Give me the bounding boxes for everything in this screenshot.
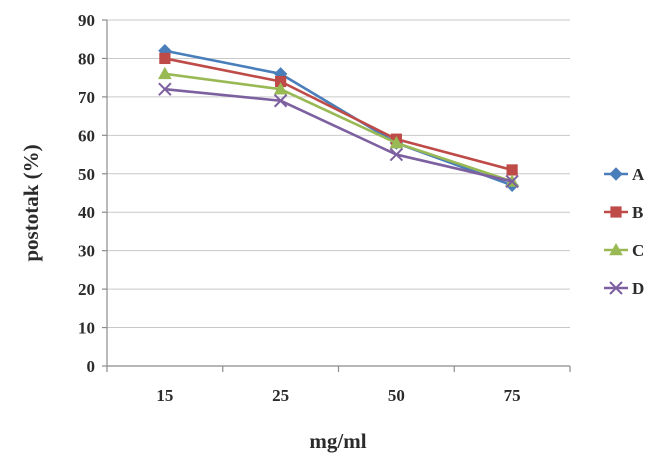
series-line-b (164, 57, 513, 172)
y-tick-label: 40 (78, 203, 95, 222)
y-tick-label: 50 (78, 165, 95, 184)
data-point-d-stroke (158, 82, 172, 96)
data-point-c (273, 82, 288, 95)
y-axis-title: postotak (%) (19, 144, 43, 261)
data-point-d-stroke (505, 174, 519, 189)
data-point-b (506, 164, 518, 176)
legend-marker (609, 167, 623, 181)
legend-label: C (632, 241, 644, 260)
y-tick-label: 20 (78, 280, 95, 299)
legend-entry-b: B (604, 203, 643, 222)
legend-marker (609, 281, 623, 295)
x-tick-label: 15 (156, 386, 173, 405)
y-tick-label: 70 (78, 88, 95, 107)
data-point-c (158, 66, 172, 80)
data-point-d (505, 174, 519, 189)
data-point-c (389, 135, 404, 149)
series-line-d (164, 87, 513, 183)
data-point-b (159, 52, 171, 65)
legend-label: A (632, 165, 645, 184)
series-lines (158, 44, 519, 193)
y-tick-label: 90 (78, 11, 95, 30)
legend-entry-a: A (604, 165, 645, 184)
legend-entry-c: C (604, 241, 644, 260)
legend-marker (609, 242, 623, 256)
x-tick-label: 50 (388, 386, 405, 405)
x-tick-label: 25 (272, 386, 289, 405)
legend-entry-d: D (604, 279, 644, 298)
y-tick-label: 30 (78, 242, 95, 261)
data-point-d-stroke (389, 147, 404, 162)
y-tick-label: 60 (78, 126, 95, 145)
legend-label: B (632, 203, 643, 222)
axes: 0 10 20 30 40 50 60 70 80 90 15 25 50 75 (78, 11, 571, 405)
data-point-d (389, 147, 404, 162)
x-axis-title: mg/ml (309, 429, 366, 453)
y-tick-label: 10 (78, 319, 95, 338)
series-line-c (164, 72, 513, 183)
legend-marker (610, 206, 622, 218)
y-tick-label: 0 (87, 357, 96, 376)
gridlines (107, 19, 570, 329)
series-line-a (164, 49, 513, 187)
legend-label: D (632, 279, 644, 298)
data-point-d (273, 94, 288, 108)
data-point-d-stroke (273, 94, 288, 108)
data-point-d (158, 82, 172, 96)
y-tick-label: 80 (78, 49, 95, 68)
x-tick-label: 75 (504, 386, 521, 405)
legend-marker-stroke (609, 281, 623, 295)
